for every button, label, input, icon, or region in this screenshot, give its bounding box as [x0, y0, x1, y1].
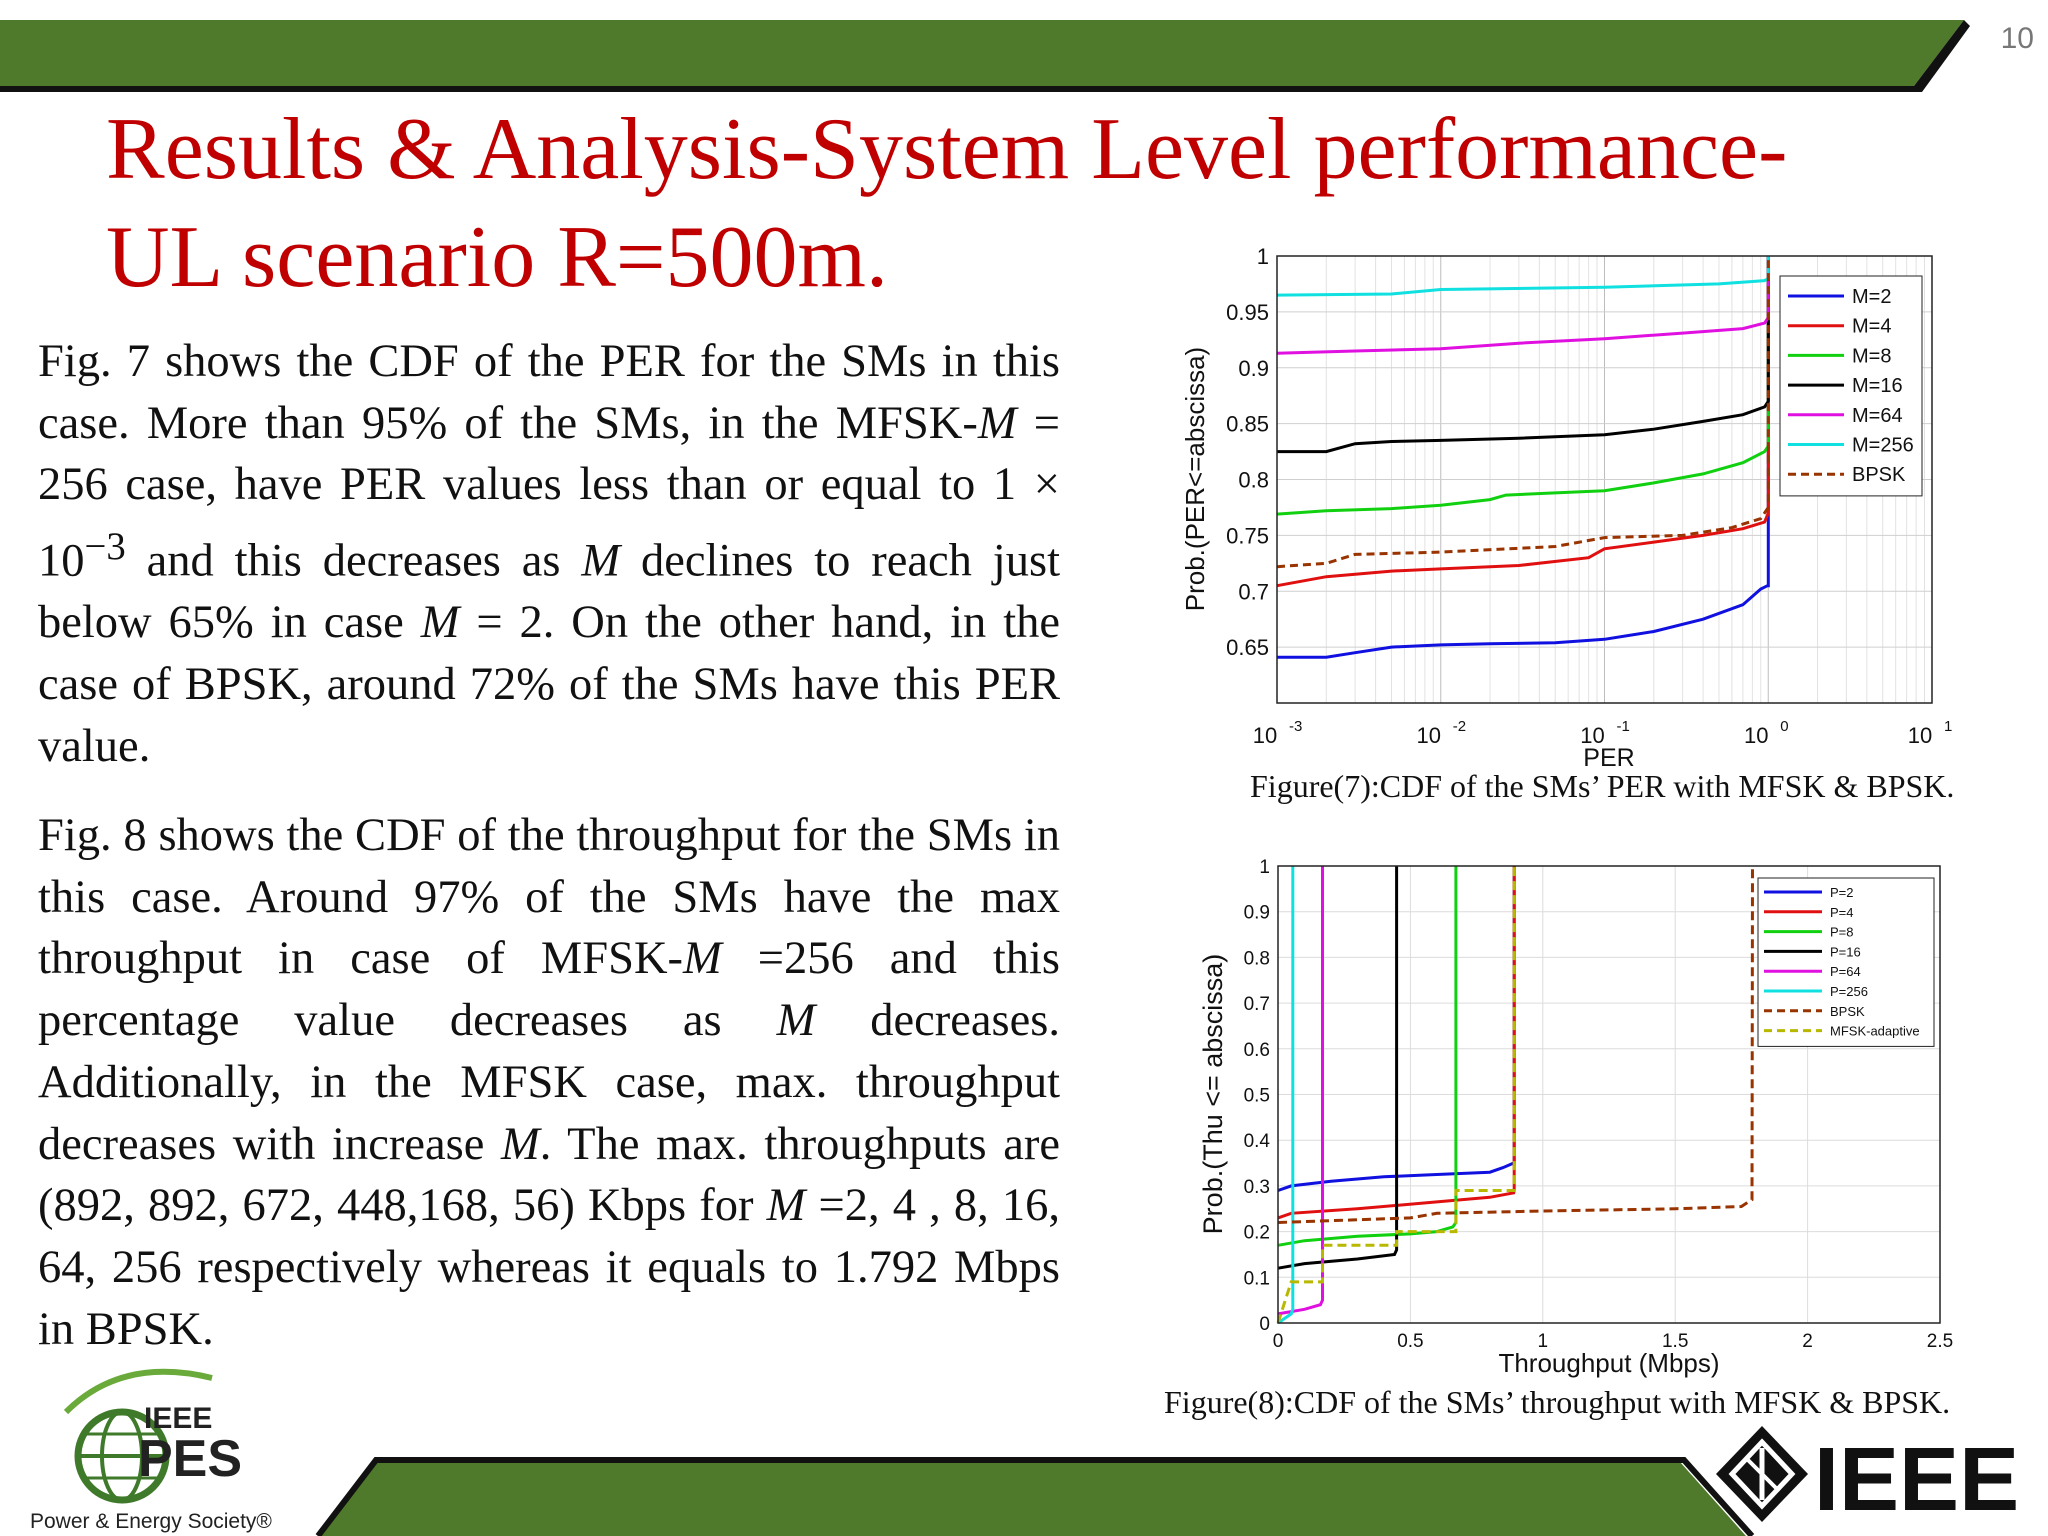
slide-title: Results & Analysis-System Level performa… [106, 101, 1788, 306]
chart7-xtick-label: 10 [1253, 723, 1277, 748]
chart7-xlabel: PER [1583, 744, 1634, 772]
chart7-ytick-label: 0.7 [1238, 579, 1269, 604]
chart7-xtick-label: 10 [1744, 723, 1768, 748]
chart8-ytick-label: 0.7 [1244, 994, 1270, 1015]
chart8-legend-label: MFSK-adaptive [1830, 1024, 1920, 1039]
chart7-ytick-label: 0.65 [1226, 635, 1269, 660]
chart8-line-p-8 [1277, 866, 1458, 1247]
bottom-banner [315, 1457, 1755, 1536]
chart8-line-p-256 [1277, 866, 1295, 1325]
chart7-legend-label: M=16 [1852, 375, 1903, 397]
chart7-line-m-64 [1276, 256, 1770, 355]
chart7-ytick-label: 0.95 [1226, 300, 1269, 325]
chart8-legend: P=2 P=4 P=8 P=16 P=64 P=256 BPSK MFSK-adaptive [1757, 877, 1935, 1047]
chart8-ytick-label: 0.2 [1244, 1223, 1270, 1244]
chart7-xtick-label: 10 [1417, 723, 1441, 748]
chart8-ytick-label: 0.9 [1244, 903, 1270, 924]
chart7-legend-label: M=2 [1852, 286, 1891, 308]
chart7-line-m-2 [1277, 256, 1770, 659]
chart7-xtick-exponent: -1 [1617, 718, 1630, 735]
chart7-ytick-label: 0.8 [1238, 468, 1269, 493]
chart7-xtick-exponent: 1 [1944, 718, 1952, 735]
chart8-series [1276, 865, 1754, 1325]
pes-ieee-text: IEEE [144, 1402, 212, 1435]
chart7-legend: M=2 M=4 M=8 M=16 M=64 M=256 BPSK [1779, 275, 1923, 497]
chart8-xlabel: Throughput (Mbps) [1498, 1348, 1719, 1378]
chart8-xtick-label: 0.5 [1397, 1331, 1423, 1352]
chart7-line-m-8 [1276, 256, 1770, 516]
chart8-ytick-label: 0 [1259, 1314, 1270, 1335]
chart8-ytick-label: 0.3 [1244, 1177, 1270, 1198]
chart8-xtick-label: 0 [1273, 1331, 1284, 1352]
chart8-ytick-label: 0.4 [1244, 1131, 1271, 1152]
chart7-ytick-label: 0.75 [1226, 523, 1269, 548]
chart8-legend-label: P=256 [1830, 984, 1868, 999]
chart7-legend-label: M=8 [1852, 345, 1891, 367]
figure8-caption: Figure(8):CDF of the SMs’ throughput wit… [1164, 1384, 1951, 1420]
chart8-line-mfsk-adaptive [1276, 866, 1516, 1324]
chart7-ytick-label: 1 [1257, 244, 1269, 269]
paragraph-fig7: Fig. 7 shows the CDF of the PER for the … [38, 336, 1060, 772]
chart8-legend-label: P=2 [1830, 885, 1854, 900]
chart8-legend-box [1757, 877, 1935, 1047]
chart8-legend-label: P=16 [1830, 944, 1861, 959]
chart8-ytick-label: 1 [1259, 857, 1270, 878]
chart8-legend-label: P=4 [1830, 905, 1854, 920]
chart8-legend-label: P=64 [1830, 964, 1861, 979]
chart8-xtick-label: 2.5 [1927, 1331, 1953, 1352]
chart7-legend-label: BPSK [1852, 464, 1906, 486]
chart7-line-m-16 [1277, 256, 1770, 454]
chart8-line-p-16 [1277, 866, 1399, 1270]
chart8-xtick-label: 1.5 [1662, 1331, 1688, 1352]
chart7-xtick-exponent: -2 [1453, 718, 1466, 735]
page-number: 10 [2000, 22, 2034, 55]
chart8-line-p-64 [1277, 866, 1324, 1316]
chart7-xtick-label: 10 [1908, 723, 1932, 748]
chart8-xtick-label: 1 [1538, 1331, 1549, 1352]
chart7-xtick-exponent: 0 [1780, 718, 1788, 735]
top-banner [0, 20, 1970, 92]
chart8-plot-frame [1277, 865, 1941, 1324]
chart8-xtick-label: 2 [1802, 1331, 1813, 1352]
chart7-ylabel: Prob.(PER<=abscissa) [1180, 347, 1210, 611]
chart7-series [1276, 256, 1770, 659]
chart8-ytick-label: 0.8 [1244, 948, 1270, 969]
pes-subtitle: Power & Energy Society® [30, 1510, 272, 1533]
ieee-pes-logo: IEEE PES Power & Energy Society® [30, 1368, 272, 1533]
paragraph-fig8: Fig. 8 shows the CDF of the throughput f… [38, 810, 1060, 1355]
chart8-ytick-label: 0.6 [1244, 1040, 1270, 1061]
chart7-legend-label: M=256 [1852, 435, 1914, 457]
chart7-legend-label: M=4 [1852, 316, 1891, 338]
chart7-ytick-label: 0.85 [1226, 412, 1269, 437]
chart8-legend-label: P=8 [1830, 925, 1854, 940]
ieee-logo: IEEE [1716, 1426, 2019, 1526]
pes-main-text: PES [138, 1430, 242, 1488]
chart7-xtick-exponent: -3 [1289, 718, 1302, 735]
chart8-ytick-label: 0.1 [1244, 1268, 1270, 1289]
ieee-wordmark: IEEE [1814, 1430, 2019, 1526]
chart7-legend-label: M=64 [1852, 405, 1903, 427]
chart7-ytick-label: 0.9 [1238, 356, 1269, 381]
chart8-ylabel: Prob.(Thu <= abscissa) [1198, 954, 1228, 1235]
chart7-line-m-4 [1276, 256, 1770, 588]
chart7-line-bpsk [1276, 256, 1770, 569]
chart7-xtick-label: 10 [1580, 723, 1604, 748]
chart7-plot-frame [1276, 255, 1933, 704]
chart8-legend-label: BPSK [1830, 1004, 1865, 1019]
figure7-caption: Figure(7):CDF of the SMs’ PER with MFSK … [1250, 768, 1955, 804]
chart8-ytick-label: 0.5 [1244, 1086, 1270, 1107]
chart8-ticks: 0 0.1 0.2 0.3 0.4 0.5 0.6 0.7 0.8 0.9 1 0 0.5 1 1.5 2 2.… [1244, 857, 1954, 1352]
